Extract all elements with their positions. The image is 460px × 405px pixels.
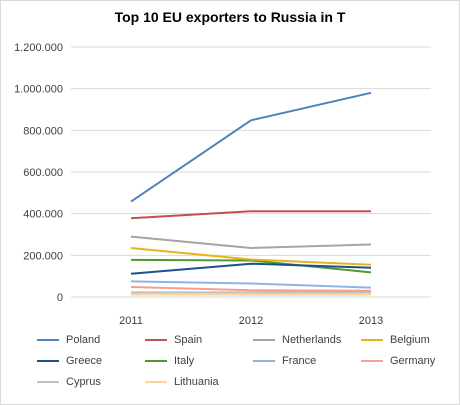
legend-swatch <box>253 339 275 341</box>
legend-swatch <box>145 381 167 383</box>
y-tick-label: 200.000 <box>23 250 63 262</box>
series-line-netherlands <box>130 235 372 249</box>
legend-label: France <box>282 355 317 367</box>
series-line-france <box>130 280 372 289</box>
chart-title: Top 10 EU exporters to Russia in T <box>114 9 346 25</box>
legend-swatch <box>361 339 383 341</box>
legend-item-spain: Spain <box>145 333 253 347</box>
plot-area: 0 200.000 400.000 600.000 800.000 1.000.000 1.… <box>14 42 431 327</box>
legend-label: Germany <box>390 355 436 367</box>
legend-item-belgium: Belgium <box>361 333 447 347</box>
legend-item-germany: Germany <box>361 354 447 368</box>
legend-swatch <box>37 381 59 383</box>
y-tick-label: 800.000 <box>23 125 63 137</box>
legend-label: Italy <box>174 355 195 367</box>
legend-item-france: France <box>253 354 361 368</box>
series-line-poland <box>130 91 372 203</box>
legend-label: Greece <box>66 355 103 367</box>
legend-label: Belgium <box>390 334 430 346</box>
legend-item-greece: Greece <box>37 354 145 368</box>
legend: Poland Spain Netherlands Belgium Greece Italy… <box>37 333 447 389</box>
legend-label: Poland <box>66 334 101 346</box>
y-tick-label: 1.200.000 <box>14 42 63 54</box>
legend-swatch <box>253 360 275 362</box>
legend-item-lithuania: Lithuania <box>145 375 253 389</box>
series-line-germany <box>130 286 372 292</box>
legend-item-cyprus: Cyprus <box>37 375 145 389</box>
legend-item-italy: Italy <box>145 354 253 368</box>
legend-item-netherlands: Netherlands <box>253 333 361 347</box>
x-tick-label: 2012 <box>239 315 263 327</box>
y-tick-label: 0 <box>57 292 63 304</box>
x-tick-label: 2011 <box>119 315 143 327</box>
legend-swatch <box>37 360 59 362</box>
legend-item-poland: Poland <box>37 333 145 347</box>
legend-label: Lithuania <box>174 376 219 388</box>
series-line-spain <box>130 210 371 220</box>
legend-swatch <box>37 339 59 341</box>
series-line-belgium <box>130 247 372 266</box>
x-tick-label: 2013 <box>359 315 383 327</box>
y-tick-label: 1.000.000 <box>14 84 63 96</box>
legend-label: Cyprus <box>66 376 101 388</box>
legend-swatch <box>361 360 383 362</box>
legend-swatch <box>145 339 167 341</box>
legend-swatch <box>145 360 167 362</box>
y-tick-label: 600.000 <box>23 167 63 179</box>
legend-label: Netherlands <box>282 334 342 346</box>
series-line-greece <box>130 262 372 275</box>
y-tick-label: 400.000 <box>23 209 63 221</box>
legend-label: Spain <box>174 334 203 346</box>
